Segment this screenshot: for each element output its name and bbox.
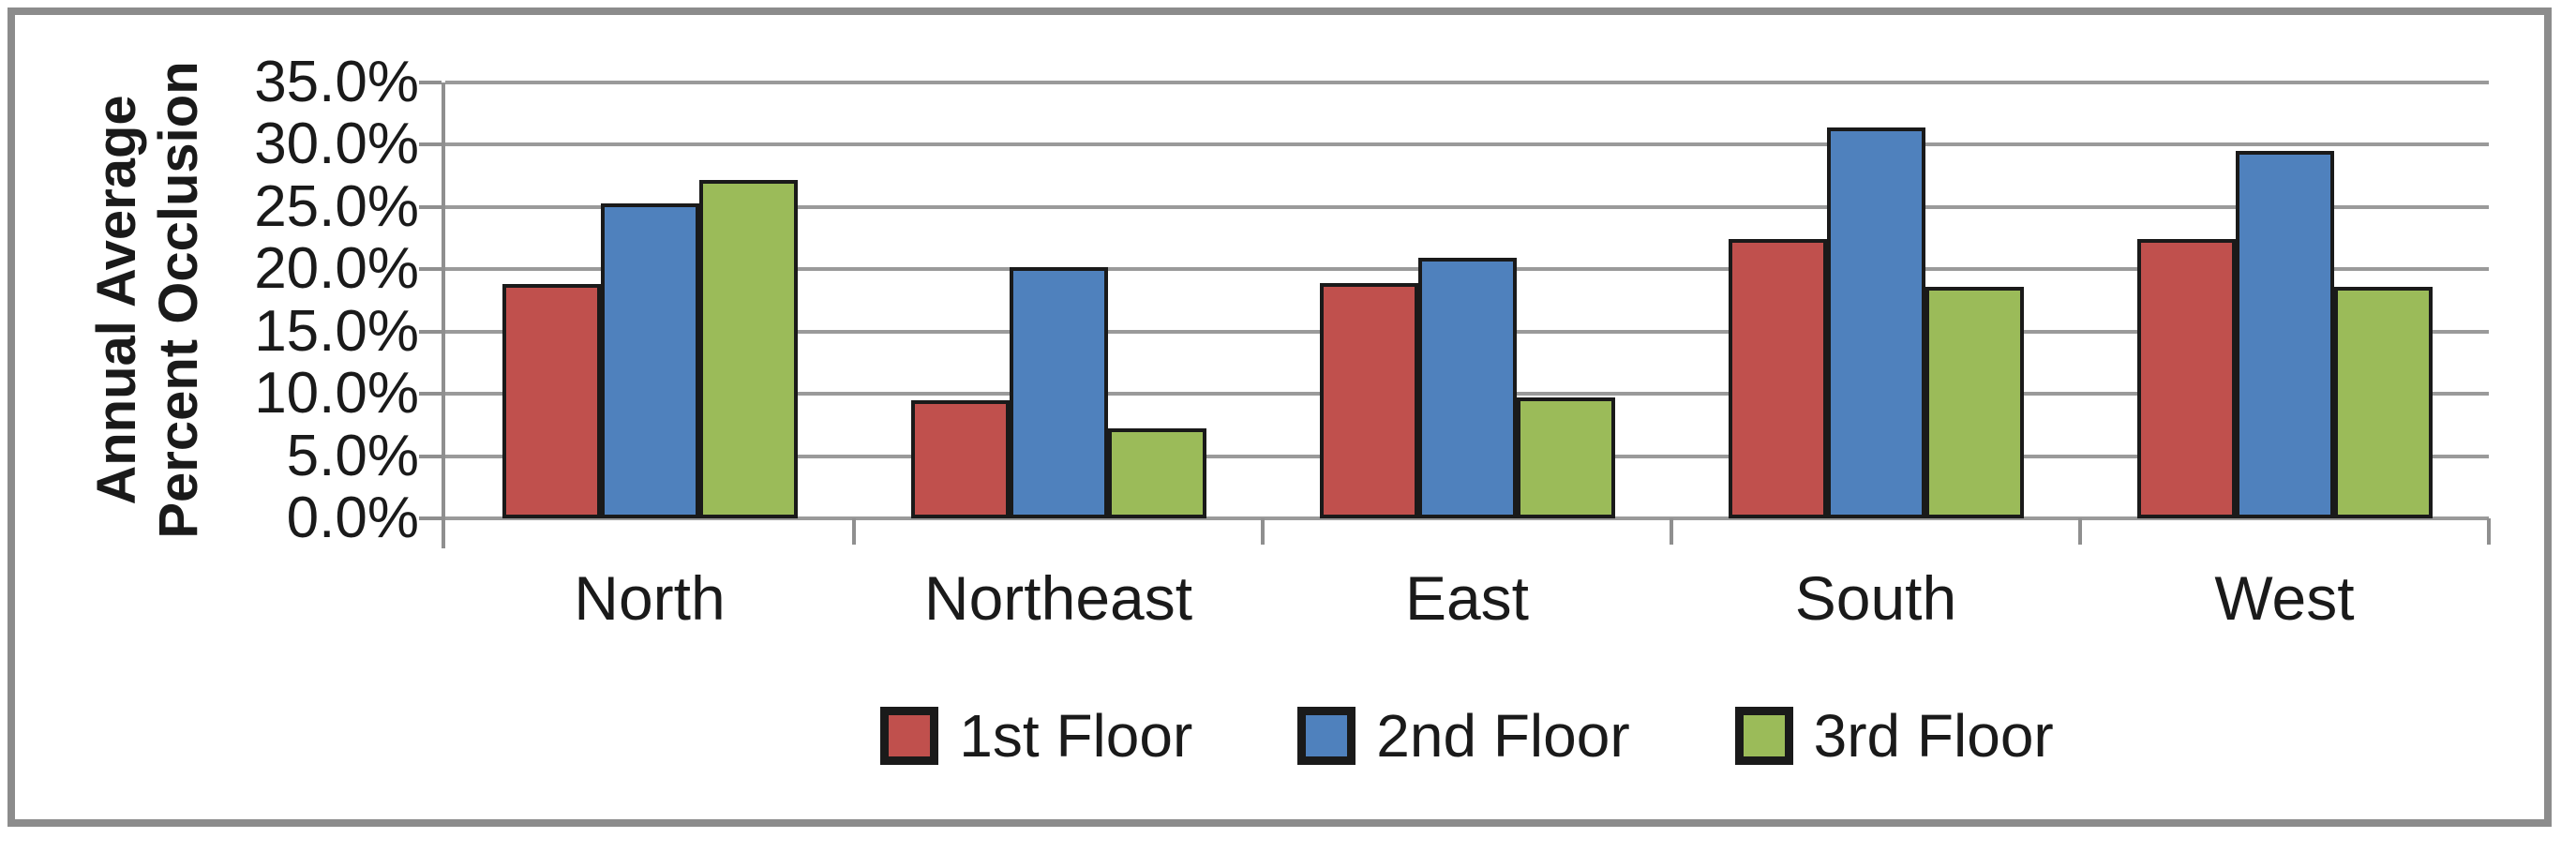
- legend-label: 2nd Floor: [1376, 702, 1630, 770]
- legend-label: 3rd Floor: [1813, 702, 2054, 770]
- bar-northeast-3rd-floor: [1107, 428, 1206, 518]
- y-axis-tick-label: 0.0%: [286, 486, 419, 550]
- x-axis-label-south: South: [1794, 563, 1957, 633]
- bar-northeast-1st-floor: [910, 399, 1010, 518]
- legend: 1st Floor 2nd Floor 3rd Floor: [445, 696, 2489, 776]
- x-axis-tick: [852, 518, 856, 545]
- bar-north-1st-floor: [502, 284, 601, 518]
- y-axis-tick: [419, 454, 442, 458]
- x-axis-tick: [1261, 518, 1265, 545]
- y-axis-tick: [419, 142, 442, 147]
- x-axis-tick: [2078, 518, 2082, 545]
- x-axis-tick: [1670, 518, 1673, 545]
- bar-south-3rd-floor: [1925, 286, 2024, 518]
- legend-item-1st-floor: 1st Floor: [880, 703, 1192, 769]
- bar-east-2nd-floor: [1417, 258, 1517, 518]
- y-axis-tick: [419, 392, 442, 397]
- bar-west-1st-floor: [2136, 239, 2236, 518]
- y-axis-tick: [419, 329, 442, 334]
- gridline: [445, 142, 2489, 147]
- legend-swatch: [880, 707, 939, 765]
- bar-south-1st-floor: [1728, 239, 1827, 518]
- gridline: [445, 204, 2489, 209]
- y-axis-tick-label: 15.0%: [254, 298, 419, 364]
- x-axis-tick: [2487, 518, 2491, 545]
- bar-east-3rd-floor: [1516, 397, 1615, 518]
- bar-northeast-2nd-floor: [1009, 266, 1108, 518]
- bar-south-2nd-floor: [1826, 127, 1925, 518]
- y-axis-tick: [419, 204, 442, 209]
- x-axis-line: [445, 516, 2489, 520]
- legend-item-3rd-floor: 3rd Floor: [1734, 702, 2054, 770]
- legend-swatch: [1734, 707, 1793, 765]
- gridline: [445, 81, 2489, 84]
- legend-label: 1st Floor: [959, 702, 1193, 770]
- y-axis-tick-label: 10.0%: [254, 361, 419, 426]
- y-axis-tick-label: 35.0%: [254, 50, 419, 114]
- bar-east-1st-floor: [1319, 282, 1418, 518]
- bar-west-2nd-floor: [2235, 151, 2334, 518]
- plot-area: [419, 81, 2491, 548]
- legend-item-2nd-floor: 2nd Floor: [1297, 702, 1630, 770]
- y-axis-tick: [419, 267, 442, 272]
- y-axis-tick-label: 25.0%: [254, 173, 419, 239]
- x-axis-label-east: East: [1404, 563, 1530, 633]
- y-axis-tick: [419, 516, 442, 520]
- bar-west-3rd-floor: [2333, 286, 2433, 518]
- y-axis-line: [442, 82, 445, 548]
- bar-north-3rd-floor: [698, 179, 798, 518]
- x-axis-label-northeast: Northeast: [923, 563, 1193, 633]
- x-axis-label-west: West: [2214, 563, 2355, 633]
- bar-north-2nd-floor: [600, 202, 699, 518]
- x-axis-label-north: North: [574, 563, 726, 633]
- y-axis-tick-label: 30.0%: [254, 112, 419, 177]
- y-axis-title-line1: Annual Average: [86, 95, 147, 505]
- y-axis-tick-label: 5.0%: [286, 423, 419, 488]
- y-axis-tick: [419, 81, 442, 84]
- legend-swatch: [1297, 707, 1356, 765]
- y-axis-tick-label: 20.0%: [254, 236, 419, 302]
